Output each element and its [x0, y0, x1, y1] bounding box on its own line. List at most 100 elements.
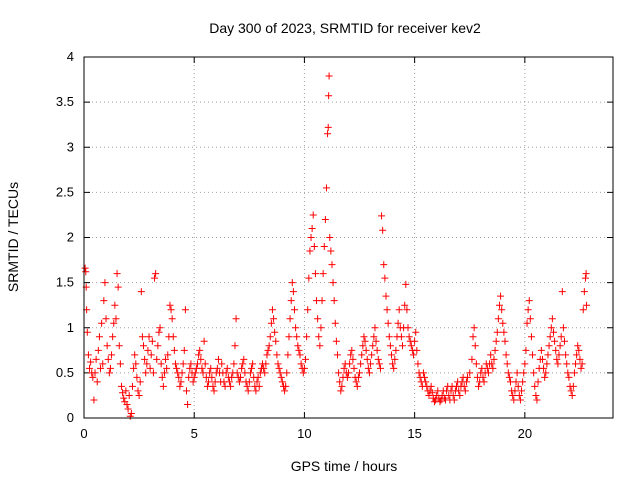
data-point [390, 364, 398, 372]
data-point [401, 301, 409, 309]
data-point [190, 373, 198, 381]
data-point [86, 364, 94, 372]
data-point [271, 328, 279, 336]
y-tick-label: 4 [67, 49, 74, 64]
data-point [492, 337, 500, 345]
data-points [81, 72, 591, 420]
data-point [333, 351, 341, 359]
data-point [450, 396, 458, 404]
data-point [228, 373, 236, 381]
data-point [307, 234, 315, 241]
x-tick-label: 20 [518, 426, 532, 441]
data-point [244, 387, 252, 395]
data-point [548, 315, 556, 323]
data-point [270, 315, 278, 323]
data-point [522, 346, 530, 354]
data-point [470, 324, 478, 332]
data-point [114, 283, 122, 291]
data-point [353, 382, 361, 390]
data-point [112, 315, 120, 323]
data-point [266, 333, 274, 341]
data-point [162, 355, 170, 363]
data-point [531, 382, 539, 390]
data-point [100, 297, 108, 305]
data-point [175, 373, 183, 381]
data-point [201, 360, 209, 368]
y-tick-label: 0.5 [56, 365, 74, 380]
data-point [142, 369, 150, 377]
data-point [484, 369, 492, 377]
data-point [284, 351, 292, 359]
data-point [108, 351, 116, 359]
data-point [176, 382, 184, 390]
data-point [103, 342, 111, 350]
data-point [106, 364, 114, 372]
data-point [272, 337, 280, 345]
data-point [194, 360, 202, 368]
data-point [170, 346, 178, 354]
data-point [273, 351, 281, 359]
data-point [578, 360, 586, 368]
data-point [164, 351, 172, 359]
data-point [493, 328, 501, 336]
y-tick-label: 3 [67, 139, 74, 154]
data-point [503, 360, 511, 368]
data-point [274, 360, 282, 368]
data-point [392, 346, 400, 354]
data-point [384, 319, 392, 327]
data-point [329, 279, 337, 287]
data-point [362, 346, 370, 354]
data-point [495, 301, 503, 309]
x-tick-label: 10 [297, 426, 311, 441]
data-point [569, 382, 577, 390]
data-point [245, 378, 253, 386]
data-point [159, 382, 167, 390]
data-point [213, 364, 221, 372]
data-point [102, 315, 110, 323]
data-point [563, 360, 571, 368]
data-point [135, 391, 143, 399]
data-point [163, 364, 171, 372]
data-point [421, 373, 429, 381]
data-point [332, 337, 340, 345]
y-axis-label: SRMTID / TECUs [5, 182, 21, 292]
data-point [310, 243, 318, 251]
data-point [277, 373, 285, 381]
data-point [537, 346, 545, 354]
data-point [128, 382, 136, 390]
data-point [336, 378, 344, 386]
data-point [414, 360, 422, 368]
data-point [181, 306, 189, 314]
data-point [119, 389, 127, 397]
data-point [249, 360, 257, 368]
y-tick-label: 0 [67, 410, 74, 425]
data-point [533, 396, 541, 404]
data-point [120, 394, 128, 402]
y-tick-label: 1 [67, 320, 74, 335]
data-point [160, 369, 168, 377]
data-point [505, 373, 513, 381]
data-point [316, 342, 324, 350]
data-point [317, 324, 325, 332]
data-point [179, 360, 187, 368]
data-point [187, 360, 195, 368]
data-point [169, 333, 177, 341]
data-point [178, 369, 186, 377]
data-point [127, 409, 135, 417]
data-point [205, 378, 213, 386]
data-point [475, 382, 483, 390]
data-point [238, 364, 246, 372]
data-point [303, 333, 311, 341]
data-point [200, 337, 208, 345]
data-point [189, 378, 197, 386]
data-point [153, 355, 161, 363]
data-point [502, 351, 510, 359]
data-point [319, 270, 327, 278]
data-point [82, 268, 90, 276]
data-point [255, 382, 263, 390]
data-point [81, 264, 89, 272]
data-point [101, 279, 109, 287]
data-point [515, 391, 523, 399]
data-point [184, 400, 192, 408]
data-point [350, 364, 358, 372]
